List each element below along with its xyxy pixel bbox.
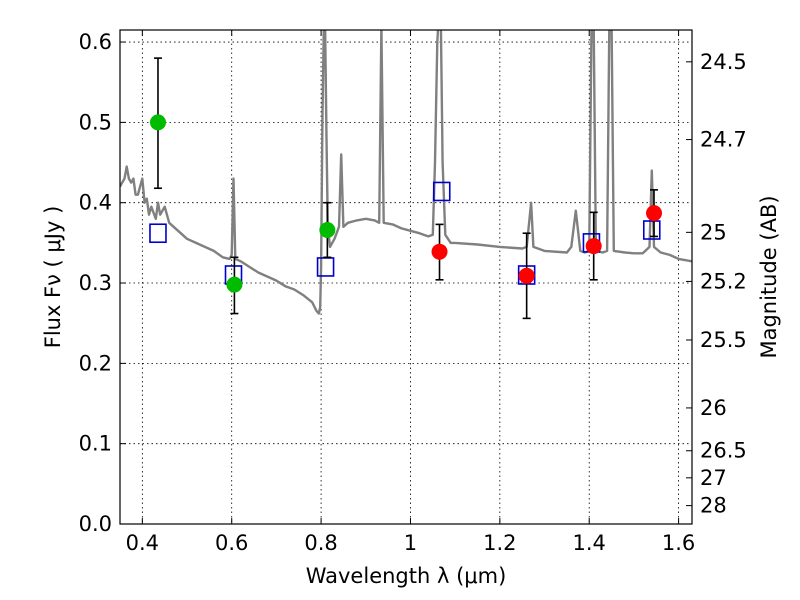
right-tick-label: 26.5 xyxy=(700,439,747,463)
y-axis-label: Flux Fν ( μJy ) xyxy=(41,206,65,349)
x-tick-label: 0.4 xyxy=(126,531,159,555)
x-tick-label: 0.6 xyxy=(215,531,248,555)
spectrum-line xyxy=(120,30,692,315)
observed-point xyxy=(149,114,166,131)
x-tick-label: 1.4 xyxy=(573,531,606,555)
right-tick-label: 24.5 xyxy=(700,50,747,74)
plot-background xyxy=(120,30,692,524)
y-tick-label: 0.0 xyxy=(79,512,112,536)
plot-frame xyxy=(119,29,693,525)
right-tick-label: 26 xyxy=(700,396,727,420)
y-tick-label: 0.4 xyxy=(79,191,112,215)
right-tick-label: 25 xyxy=(700,220,727,244)
right-tick-label: 25.2 xyxy=(700,269,747,293)
y-tick-label: 0.3 xyxy=(79,271,112,295)
model-box-marker xyxy=(149,223,167,244)
right-tick-label: 27 xyxy=(700,466,727,490)
data-layer xyxy=(120,30,692,320)
observed-point xyxy=(518,267,535,284)
x-tick-label: 1 xyxy=(404,531,417,555)
right-axis-label: Magnitude (AB) xyxy=(757,195,781,358)
x-tick-label: 1.6 xyxy=(662,531,695,555)
observed-point xyxy=(431,243,448,260)
model-box-marker xyxy=(642,220,661,240)
y-tick-label: 0.6 xyxy=(79,30,112,54)
right-tick-label: 25.5 xyxy=(700,328,747,352)
model-box-marker xyxy=(432,181,451,202)
x-axis-label: Wavelength λ (μm) xyxy=(306,564,507,588)
y-tick-label: 0.1 xyxy=(79,432,112,456)
observed-point xyxy=(585,238,602,255)
right-tick-label: 24.7 xyxy=(700,128,747,152)
observed-point xyxy=(646,205,663,222)
observed-point xyxy=(226,276,243,293)
axis-ticks: 0.4 0.6 0.8 1 1.2 1.4 1.6 0.0 0.1 0.2 0.3 0.4 0.5 0.6… xyxy=(79,30,747,555)
x-tick-label: 1.2 xyxy=(483,531,516,555)
y-tick-label: 0.2 xyxy=(79,351,112,375)
observed-point xyxy=(319,222,336,239)
x-tick-label: 0.8 xyxy=(304,531,337,555)
y-tick-label: 0.5 xyxy=(79,110,112,134)
right-tick-label: 28 xyxy=(700,494,727,518)
